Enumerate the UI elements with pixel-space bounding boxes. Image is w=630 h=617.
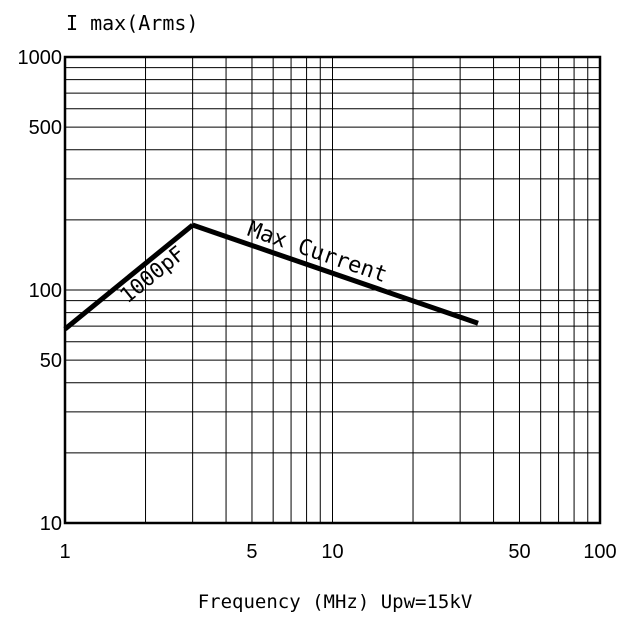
y-tick-label: 50	[40, 350, 62, 372]
series-line	[63, 223, 195, 331]
x-axis-label: Frequency (MHz) Upw=15kV	[198, 591, 473, 613]
y-tick-label: 10	[40, 513, 62, 535]
plot-frame	[63, 55, 602, 525]
x-tick-label: 1	[59, 541, 70, 563]
x-tick-label: 100	[583, 541, 616, 563]
x-tick-label: 50	[508, 541, 530, 563]
series-lines	[63, 222, 479, 331]
x-tick-label: 5	[246, 541, 257, 563]
grid	[65, 57, 600, 523]
y-tick-label: 100	[29, 280, 62, 302]
series-line	[191, 222, 479, 326]
y-axis-label: I max(Arms)	[66, 11, 198, 35]
y-tick-label: 1000	[18, 47, 63, 69]
tick-labels: 10 50 100 500 1000 1 5 10 50 100	[18, 47, 617, 563]
series-label-1000pf: 1000pF	[115, 241, 189, 308]
x-tick-label: 10	[321, 541, 343, 563]
y-tick-label: 500	[29, 117, 62, 139]
